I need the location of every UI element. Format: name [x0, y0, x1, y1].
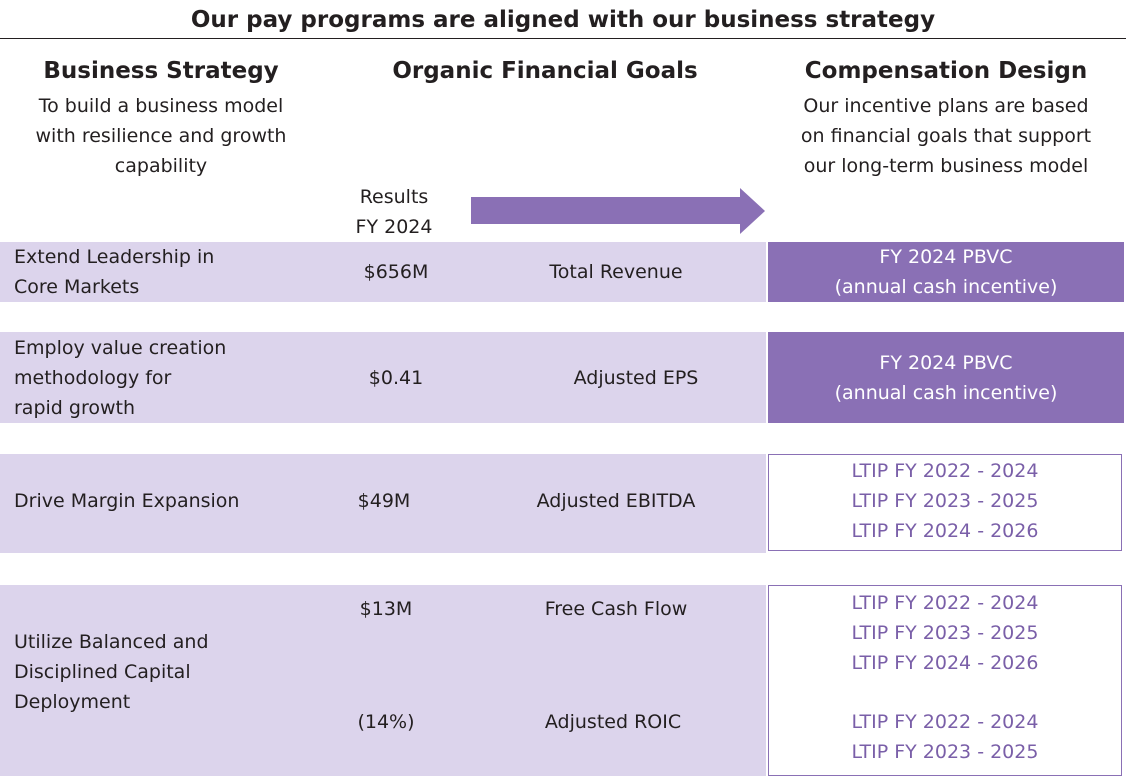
compensation-line: LTIP FY 2023 - 2025: [851, 741, 1039, 763]
compensation-line: LTIP FY 2023 - 2025: [851, 622, 1039, 644]
right-arrow-body: [471, 197, 743, 224]
result-value: (14%): [357, 711, 415, 733]
result-value: $13M: [359, 598, 413, 620]
compensation-line: LTIP FY 2022 - 2024: [851, 460, 1039, 482]
strategy-line: Deployment: [14, 691, 131, 713]
compensation-line: (annual cash incentive): [834, 382, 1058, 404]
goal-label: Adjusted EPS: [573, 367, 699, 389]
subtitle-line: with resilience and growth: [35, 125, 287, 147]
goal-label: Adjusted ROIC: [544, 711, 682, 733]
strategy-line: Drive Margin Expansion: [14, 490, 240, 512]
result-value: $49M: [357, 490, 411, 512]
compensation-box: FY 2024 PBVC (annual cash incentive): [768, 242, 1124, 302]
compensation-box: LTIP FY 2022 - 2024 LTIP FY 2023 - 2025 …: [768, 585, 1122, 776]
strategy-line: methodology for: [14, 367, 172, 389]
goal-label: Total Revenue: [549, 261, 683, 283]
compensation-line: FY 2024 PBVC: [879, 246, 1013, 268]
row-band: [0, 585, 766, 776]
subtitle-line: capability: [114, 155, 208, 177]
strategy-line: Disciplined Capital: [14, 661, 191, 683]
strategy-line: Employ value creation: [14, 337, 227, 359]
subtitle-line: our long-term business model: [803, 155, 1089, 177]
spacer: [769, 678, 1121, 707]
row-band: [0, 242, 766, 302]
business-strategy-subtitle: To build a business model with resilienc…: [2, 91, 320, 181]
goal-label: Free Cash Flow: [544, 598, 688, 620]
result-value: $0.41: [368, 367, 424, 389]
row-band: [0, 454, 766, 553]
strategy-cell: Extend Leadership in Core Markets: [14, 242, 214, 302]
strategy-line: rapid growth: [14, 397, 136, 419]
compensation-design-heading: Compensation Design: [804, 58, 1088, 84]
strategy-line: Core Markets: [14, 276, 140, 298]
compensation-line: LTIP FY 2022 - 2024: [851, 711, 1039, 733]
row-band: [0, 332, 766, 423]
result-value: $656M: [363, 261, 429, 283]
results-heading: Results FY 2024: [334, 182, 454, 242]
compensation-box: LTIP FY 2022 - 2024 LTIP FY 2023 - 2025 …: [768, 454, 1122, 551]
results-heading-line: Results: [359, 186, 429, 208]
strategy-cell: Employ value creation methodology for ra…: [14, 333, 226, 423]
compensation-line: (annual cash incentive): [834, 276, 1058, 298]
strategy-cell: Drive Margin Expansion: [14, 486, 239, 516]
compensation-line: LTIP FY 2022 - 2024: [851, 592, 1039, 614]
page-title: Our pay programs are aligned with our bu…: [0, 0, 1126, 39]
subtitle-line: To build a business model: [38, 95, 284, 117]
subtitle-line: on financial goals that support: [800, 125, 1092, 147]
strategy-line: Extend Leadership in: [14, 246, 215, 268]
financial-goals-heading: Organic Financial Goals: [392, 58, 698, 84]
compensation-line: LTIP FY 2023 - 2025: [851, 490, 1039, 512]
compensation-box: FY 2024 PBVC (annual cash incentive): [768, 332, 1124, 423]
subtitle-line: Our incentive plans are based: [803, 95, 1089, 117]
right-arrow-icon: [740, 188, 765, 234]
strategy-cell: Utilize Balanced and Disciplined Capital…: [14, 627, 209, 717]
compensation-line: LTIP FY 2024 - 2026: [851, 520, 1039, 542]
goal-label: Adjusted EBITDA: [536, 490, 696, 512]
compensation-design-subtitle: Our incentive plans are based on financi…: [768, 91, 1124, 181]
compensation-line: LTIP FY 2024 - 2026: [851, 652, 1039, 674]
business-strategy-heading: Business Strategy: [43, 58, 279, 84]
compensation-line: FY 2024 PBVC: [879, 352, 1013, 374]
results-heading-line: FY 2024: [355, 216, 433, 238]
strategy-line: Utilize Balanced and: [14, 631, 209, 653]
